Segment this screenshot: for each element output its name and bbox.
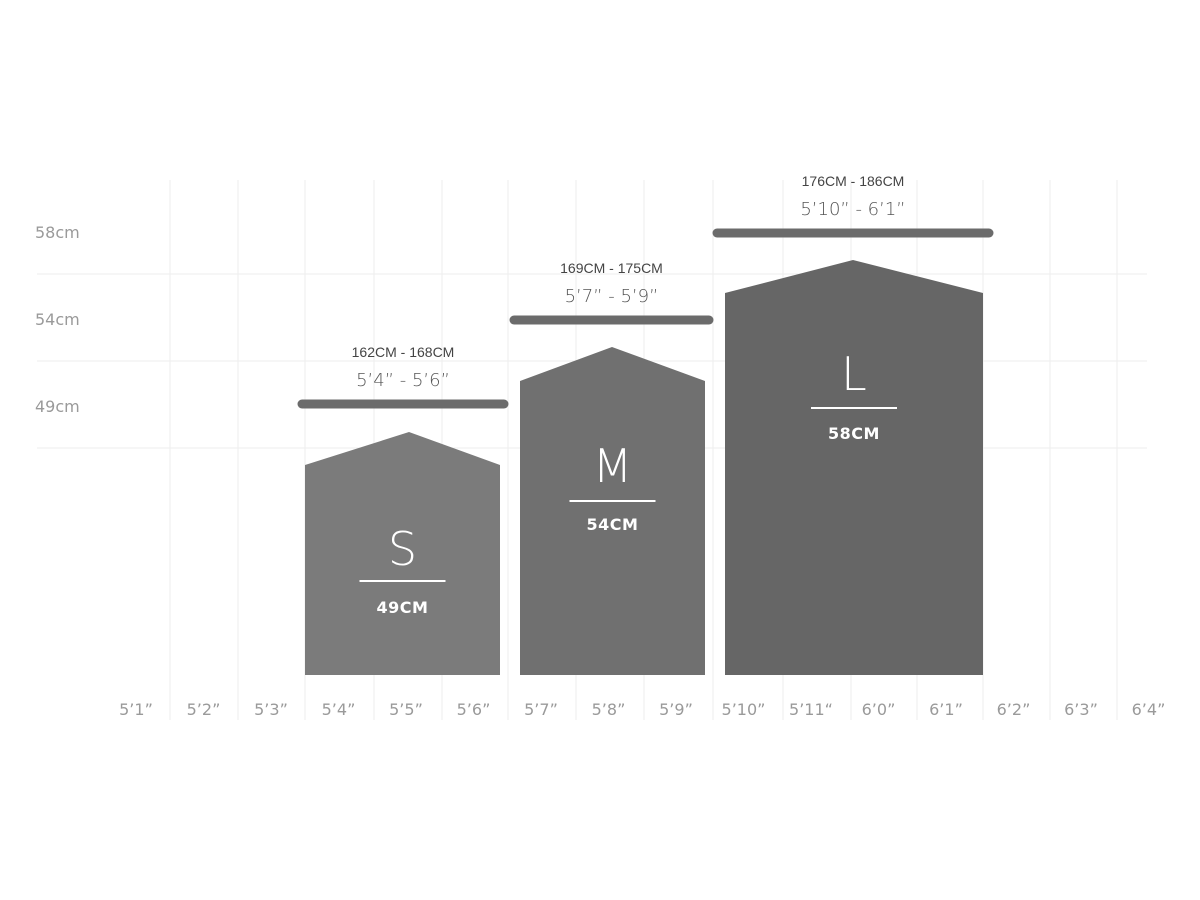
size-s-range-cm: 162CM - 168CM xyxy=(352,344,455,360)
size-s-shape xyxy=(305,432,500,675)
size-l-range-ft: 5’10” - 6’1” xyxy=(800,199,905,220)
size-l-range-cm: 176CM - 186CM xyxy=(802,173,905,189)
x-axis-label: 6’3” xyxy=(1064,700,1098,719)
x-axis-label: 5’2” xyxy=(187,700,221,719)
x-axis-label: 5’9” xyxy=(659,700,693,719)
x-axis-label: 6’0” xyxy=(862,700,896,719)
size-s-range-ft: 5’4” - 5’6” xyxy=(356,370,450,391)
size-l-letter: L xyxy=(841,347,867,401)
y-axis-label: 54cm xyxy=(35,310,80,329)
x-axis-label: 6’2” xyxy=(997,700,1031,719)
x-axis-label: 6’1” xyxy=(929,700,963,719)
x-axis-label: 6’4” xyxy=(1132,700,1166,719)
size-m-range-ft: 5’7” - 5’9” xyxy=(565,286,659,307)
size-m-frame-cm: 54CM xyxy=(587,515,639,534)
size-m-letter: M xyxy=(593,439,633,493)
size-s-frame-cm: 49CM xyxy=(377,598,429,617)
y-axis-label: 49cm xyxy=(35,397,80,416)
x-axis-label: 5’5” xyxy=(389,700,423,719)
x-axis-label: 5’4” xyxy=(322,700,356,719)
y-axis-label: 58cm xyxy=(35,223,80,242)
x-axis-label: 5’7” xyxy=(524,700,558,719)
x-axis-label: 5’10” xyxy=(722,700,766,719)
x-axis-label: 5’1” xyxy=(119,700,153,719)
size-l-frame-cm: 58CM xyxy=(828,424,880,443)
size-l-shape xyxy=(725,260,983,675)
size-s-letter: S xyxy=(388,522,417,576)
x-axis-label: 5’8” xyxy=(592,700,626,719)
x-axis-label: 5’3” xyxy=(254,700,288,719)
size-m-range-cm: 169CM - 175CM xyxy=(560,260,663,276)
x-axis-label: 5’11“ xyxy=(789,700,833,719)
x-axis-label: 5’6” xyxy=(457,700,491,719)
size-m-shape xyxy=(520,347,705,675)
